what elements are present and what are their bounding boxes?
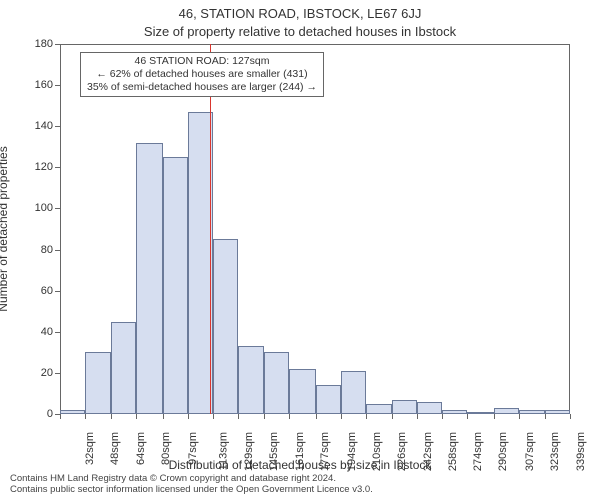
histogram-bar: [467, 412, 494, 414]
histogram-bar: [264, 352, 289, 414]
x-tick-mark: [442, 414, 443, 419]
x-tick-mark: [238, 414, 239, 419]
y-tick-mark: [55, 167, 60, 168]
plot-top-border: [60, 44, 570, 45]
x-tick-mark: [494, 414, 495, 419]
x-tick-label: 129sqm: [243, 432, 255, 471]
x-tick-label: 242sqm: [422, 432, 434, 471]
x-tick-mark: [316, 414, 317, 419]
y-tick-mark: [55, 291, 60, 292]
histogram-bar: [238, 346, 263, 414]
y-tick-mark: [55, 208, 60, 209]
x-tick-label: 113sqm: [217, 432, 229, 470]
y-axis-line: [60, 44, 61, 414]
histogram-bar: [60, 410, 85, 414]
x-tick-mark: [163, 414, 164, 419]
y-tick-mark: [55, 332, 60, 333]
x-tick-label: 258sqm: [447, 432, 459, 471]
x-tick-mark: [545, 414, 546, 419]
y-tick-mark: [55, 373, 60, 374]
x-tick-mark: [519, 414, 520, 419]
y-tick-label: 160: [17, 79, 53, 91]
chart-root: 46, STATION ROAD, IBSTOCK, LE67 6JJ Size…: [0, 0, 600, 500]
license-text: Contains HM Land Registry data © Crown c…: [10, 474, 373, 496]
plot-area: [60, 44, 570, 414]
x-tick-mark: [467, 414, 468, 419]
y-tick-mark: [55, 44, 60, 45]
histogram-bar: [417, 402, 442, 414]
license-line: Contains public sector information licen…: [10, 485, 373, 496]
annotation-box: 46 STATION ROAD: 127sqm ← 62% of detache…: [80, 52, 324, 97]
x-tick-mark: [60, 414, 61, 419]
histogram-bar: [111, 322, 136, 415]
histogram-bar: [392, 400, 417, 414]
x-tick-label: 339sqm: [575, 432, 587, 471]
x-tick-label: 97sqm: [187, 432, 199, 465]
page-title-line2: Size of property relative to detached ho…: [0, 24, 600, 39]
histogram-bar: [136, 143, 163, 414]
histogram-bar: [545, 410, 570, 414]
x-tick-mark: [570, 414, 571, 419]
x-tick-mark: [188, 414, 189, 419]
y-tick-label: 60: [17, 285, 53, 297]
x-tick-mark: [417, 414, 418, 419]
y-tick-label: 0: [17, 408, 53, 420]
histogram-bar: [163, 157, 188, 414]
y-tick-label: 140: [17, 120, 53, 132]
x-tick-mark: [341, 414, 342, 419]
y-tick-label: 40: [17, 326, 53, 338]
x-tick-label: 290sqm: [498, 432, 510, 471]
x-tick-mark: [264, 414, 265, 419]
histogram-bar: [213, 239, 238, 414]
x-tick-label: 80sqm: [160, 432, 172, 465]
annotation-line: 35% of semi-detached houses are larger (…: [87, 81, 317, 94]
annotation-line: ← 62% of detached houses are smaller (43…: [87, 68, 317, 81]
y-axis-title: Number of detached properties: [0, 146, 10, 311]
x-tick-label: 274sqm: [472, 432, 484, 471]
y-tick-label: 180: [17, 38, 53, 50]
x-tick-mark: [213, 414, 214, 419]
x-tick-label: 32sqm: [84, 432, 96, 465]
histogram-bar: [289, 369, 316, 414]
x-tick-mark: [366, 414, 367, 419]
x-tick-mark: [85, 414, 86, 419]
x-tick-label: 161sqm: [294, 432, 306, 471]
annotation-line: 46 STATION ROAD: 127sqm: [87, 55, 317, 68]
histogram-bar: [494, 408, 519, 414]
y-tick-label: 100: [17, 202, 53, 214]
x-tick-mark: [136, 414, 137, 419]
x-tick-label: 48sqm: [109, 432, 121, 465]
histogram-bar: [519, 410, 544, 414]
plot-right-border: [569, 44, 570, 414]
x-tick-label: 307sqm: [524, 432, 536, 471]
x-tick-label: 177sqm: [319, 432, 331, 471]
x-tick-label: 145sqm: [269, 432, 281, 471]
x-tick-mark: [111, 414, 112, 419]
x-tick-label: 210sqm: [371, 432, 383, 471]
histogram-bar: [341, 371, 366, 414]
y-tick-mark: [55, 126, 60, 127]
x-tick-label: 226sqm: [396, 432, 408, 471]
x-tick-label: 194sqm: [346, 432, 358, 471]
x-tick-label: 64sqm: [135, 432, 147, 465]
y-tick-mark: [55, 250, 60, 251]
histogram-bar: [85, 352, 110, 414]
x-tick-mark: [289, 414, 290, 419]
y-tick-label: 20: [17, 367, 53, 379]
histogram-bar: [366, 404, 391, 414]
marker-line: [210, 44, 211, 414]
y-tick-mark: [55, 85, 60, 86]
x-tick-label: 323sqm: [550, 432, 562, 471]
page-title-line1: 46, STATION ROAD, IBSTOCK, LE67 6JJ: [0, 6, 600, 21]
y-tick-label: 80: [17, 244, 53, 256]
y-tick-label: 120: [17, 161, 53, 173]
x-tick-mark: [392, 414, 393, 419]
histogram-bar: [316, 385, 341, 414]
histogram-bar: [442, 410, 467, 414]
